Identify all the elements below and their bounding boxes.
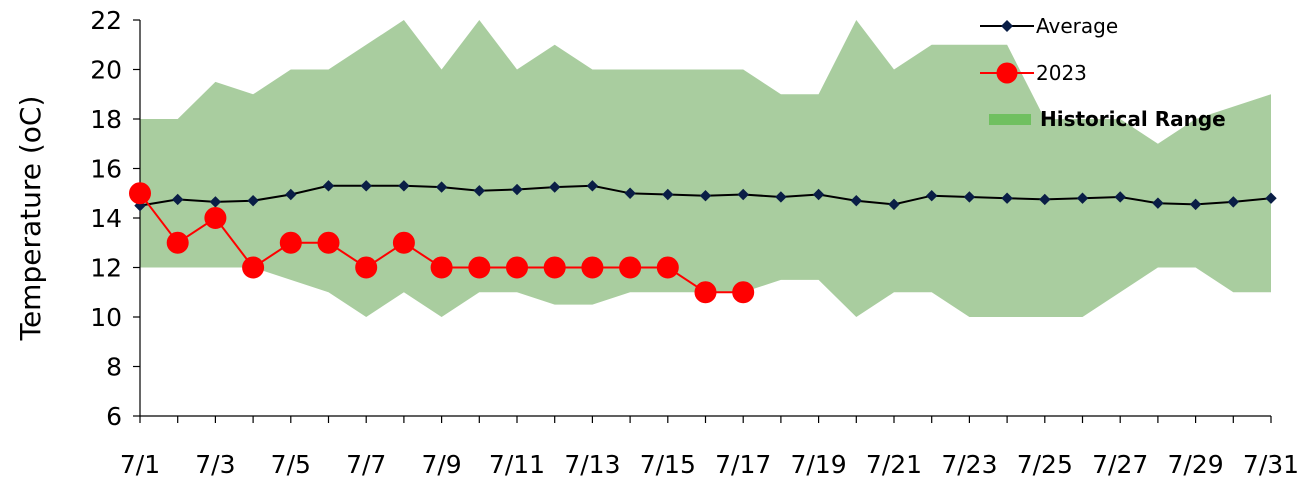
legend-average-label: Average (1036, 14, 1118, 38)
average-point (1039, 193, 1051, 206)
series-2023-point (694, 281, 717, 304)
average-point (247, 194, 259, 207)
series-2023-layer (129, 182, 755, 304)
average-point (1152, 197, 1164, 209)
average-point (171, 193, 184, 206)
x-tick-label: 7/21 (866, 450, 922, 478)
x-tick-label: 7/13 (564, 450, 620, 478)
average-point (435, 181, 448, 193)
y-tick-label: 8 (106, 353, 122, 382)
series-2023-point (317, 231, 340, 254)
average-point (662, 188, 674, 201)
x-tick-label: 7/29 (1168, 450, 1224, 478)
series-2023-point (656, 256, 679, 279)
x-tick-label: 7/23 (941, 450, 997, 478)
series-2023-point (468, 256, 491, 279)
x-tick-label: 7/31 (1243, 450, 1299, 478)
average-point (548, 181, 561, 193)
y-tick-label: 10 (90, 303, 122, 332)
series-2023-point (129, 182, 151, 205)
series-2023-point (279, 231, 302, 254)
average-point (285, 188, 297, 201)
average-point (209, 196, 222, 208)
average-point (1001, 192, 1013, 204)
average-point (1265, 192, 1277, 204)
average-point (586, 180, 599, 192)
series-2023-point (430, 256, 453, 279)
x-tick-label: 7/27 (1092, 450, 1148, 478)
axes: 6 8 10 12 14 16 18 20 22 7/1 7/3 7/5 7/7 7/9 7/11 7/13 7… (90, 6, 1299, 478)
average-point (1189, 198, 1202, 211)
x-tick-label: 7/3 (195, 450, 235, 478)
legend-2023-swatch-marker (996, 62, 1018, 84)
average-point (775, 191, 787, 203)
series-2023-point (242, 256, 265, 279)
x-tick-label: 7/15 (640, 450, 696, 478)
historical-range-area-layer (140, 20, 1271, 317)
average-point (473, 185, 486, 197)
x-tick-label: 7/19 (791, 450, 847, 478)
y-tick-label: 12 (90, 254, 122, 283)
series-2023-point (506, 256, 528, 279)
average-point (322, 180, 335, 192)
x-tick-label: 7/7 (346, 450, 386, 478)
series-2023-point (732, 281, 755, 304)
x-tick-label: 7/5 (271, 450, 311, 478)
average-series-layer (134, 180, 1277, 212)
average-point (1114, 191, 1126, 203)
average-point (1076, 192, 1089, 204)
series-2023-point (355, 256, 378, 279)
legend: Average 2023 Historical Range (980, 14, 1226, 131)
x-tick-label: 7/11 (489, 450, 545, 478)
legend-2023-label: 2023 (1036, 61, 1087, 85)
y-tick-label: 16 (90, 155, 122, 184)
average-point (624, 187, 636, 199)
average-point (699, 190, 712, 202)
average-point (1227, 196, 1240, 208)
series-2023-point (581, 256, 604, 279)
x-tick-label: 7/1 (120, 450, 160, 478)
average-point (360, 180, 372, 192)
average-point (737, 188, 749, 201)
x-tick-label: 7/25 (1017, 450, 1073, 478)
y-tick-label: 20 (90, 56, 122, 85)
legend-historical-range-swatch (989, 114, 1031, 125)
x-tick-label: 7/9 (421, 450, 461, 478)
series-2023-point (619, 256, 642, 279)
series-2023-point (392, 231, 415, 254)
series-2023-point (543, 256, 566, 279)
legend-average-swatch-marker (1001, 20, 1013, 32)
average-point (888, 198, 900, 211)
average-point (850, 194, 863, 207)
average-point (925, 190, 938, 202)
average-point (511, 183, 523, 196)
x-tick-label: 7/17 (715, 450, 771, 478)
average-point (963, 191, 976, 203)
y-tick-label: 6 (106, 402, 122, 431)
series-2023-point (166, 231, 189, 254)
historical-range-area (140, 20, 1271, 317)
y-tick-label: 14 (90, 204, 122, 233)
y-axis-title: Temperature (oC) (14, 96, 47, 342)
y-tick-label: 22 (90, 6, 122, 35)
average-point (398, 180, 410, 192)
legend-historical-range-label: Historical Range (1040, 107, 1226, 131)
y-tick-label: 18 (90, 105, 122, 134)
series-2023-point (204, 207, 227, 229)
average-point (812, 188, 825, 201)
